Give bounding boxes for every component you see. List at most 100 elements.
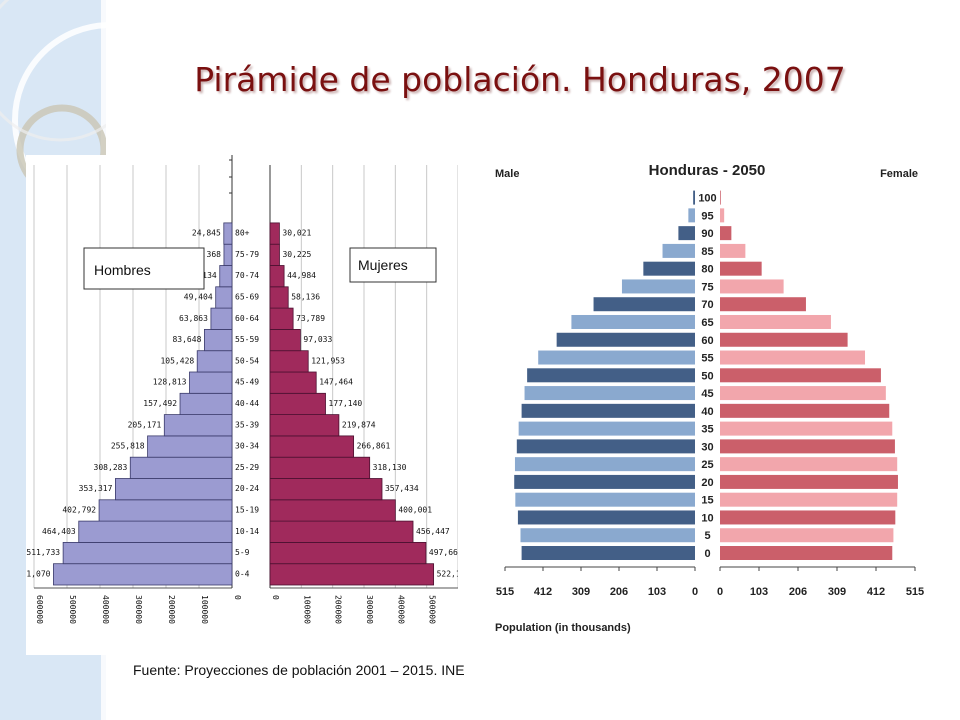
bar-male: [662, 243, 695, 258]
age-label: 85: [701, 246, 713, 258]
bar-mujeres: [269, 243, 280, 266]
legend-box-mujeres: [349, 247, 437, 283]
bar-female: [720, 421, 893, 436]
data-label-mujeres: 73,789: [296, 314, 325, 323]
x-tick-label-right: 300000: [365, 595, 374, 624]
data-label-mujeres: 30,225: [282, 250, 311, 259]
bar-female: [720, 243, 746, 258]
bar-mujeres: [269, 392, 326, 416]
data-label-hombres: 541,070: [26, 569, 51, 578]
bar-female: [720, 350, 866, 365]
bar-female: [720, 332, 848, 347]
age-group-label: 50-54: [235, 356, 259, 365]
age-label: 70: [701, 299, 713, 311]
bar-male: [524, 386, 695, 401]
x-tick-label-right: 400000: [396, 595, 405, 624]
data-label-hombres: 63,863: [179, 314, 208, 323]
data-label-hombres: 157,492: [143, 399, 177, 408]
age-group-label: 40-44: [235, 399, 259, 408]
bar-male: [643, 261, 695, 276]
bar-female: [720, 279, 784, 294]
x-tick-label: 0: [692, 586, 698, 598]
bar-mujeres: [269, 478, 383, 501]
bar-male: [518, 421, 695, 436]
data-label-hombres: 83,648: [172, 335, 201, 344]
bar-mujeres: [269, 520, 414, 543]
age-label: 35: [701, 424, 713, 436]
data-label-hombres: 105,428: [160, 356, 194, 365]
age-group-label: 0-4: [235, 569, 250, 578]
bar-male: [556, 332, 695, 347]
age-group-label: 5-9: [235, 548, 250, 557]
x-tick-label-left: 0: [233, 595, 242, 600]
bar-male: [514, 474, 695, 489]
age-group-label: 60-64: [235, 314, 259, 323]
data-label-hombres: 308,283: [94, 463, 128, 472]
data-label-hombres: 205,171: [128, 420, 162, 429]
x-tick-label: 206: [789, 586, 807, 598]
bar-hombres: [189, 371, 233, 394]
bar-mujeres: [269, 265, 285, 288]
x-tick-label-left: 500000: [68, 595, 77, 624]
legend-box-hombres: [83, 247, 205, 290]
age-group-label: 15-19: [235, 505, 259, 514]
age-label: 30: [701, 441, 713, 453]
bar-hombres: [62, 541, 233, 565]
age-group-label: 10-14: [235, 527, 259, 536]
bar-mujeres: [269, 435, 355, 458]
bar-hombres: [129, 456, 233, 479]
source-note: Fuente: Proyecciones de población 2001 –…: [133, 662, 465, 678]
data-label-mujeres: 30,021: [282, 229, 311, 238]
bar-male: [678, 226, 695, 241]
x-axis-title: Population (in thousands): [495, 622, 631, 634]
bar-hombres: [219, 265, 233, 288]
age-label: 0: [704, 548, 710, 560]
age-label: 65: [701, 317, 713, 329]
data-label-mujeres: 177,140: [329, 399, 363, 408]
age-label: 95: [701, 210, 713, 222]
bar-female: [720, 208, 725, 223]
data-label-mujeres: 58,136: [291, 292, 320, 301]
x-tick-label-left: 300000: [134, 595, 143, 624]
bar-male: [693, 190, 695, 205]
x-tick-label: 309: [828, 586, 846, 598]
bar-male: [515, 492, 695, 507]
data-label-mujeres: 357,434: [385, 484, 419, 493]
bar-female: [720, 386, 886, 401]
age-group-label: 55-59: [235, 335, 259, 344]
bar-hombres: [210, 307, 233, 330]
x-tick-label-left: 600000: [35, 595, 44, 624]
data-label-mujeres: 219,874: [342, 420, 376, 429]
data-label-hombres: 24,368: [192, 250, 221, 259]
bar-male: [521, 403, 695, 418]
bar-female: [720, 510, 896, 525]
age-label: 80: [701, 264, 713, 276]
bar-mujeres: [269, 307, 294, 330]
x-tick-label-left: 400000: [101, 595, 110, 624]
bar-mujeres: [269, 350, 309, 373]
bar-mujeres: [269, 456, 371, 479]
decor-ring-outer: [0, 0, 106, 142]
pyramid-chart-2007: 541,070 522,177 0-4 511,733 497,666 5-9 464,40…: [26, 155, 458, 655]
data-label-mujeres: 147,464: [319, 378, 353, 387]
age-label: 25: [701, 459, 713, 471]
data-label-hombres: 402,792: [62, 505, 96, 514]
bar-hombres: [147, 435, 233, 458]
age-label: 40: [701, 406, 713, 418]
bar-female: [720, 403, 890, 418]
x-tick-label: 412: [867, 586, 885, 598]
x-tick-label-left: 200000: [167, 595, 176, 624]
age-label: 50: [701, 370, 713, 382]
bar-female: [720, 528, 894, 543]
data-label-hombres: 128,813: [153, 378, 187, 387]
bar-female: [720, 314, 831, 329]
bar-hombres: [223, 222, 233, 245]
x-tick-label: 515: [906, 586, 924, 598]
age-label: 20: [701, 477, 713, 489]
bar-hombres: [163, 414, 233, 437]
bar-male: [527, 368, 695, 383]
data-label-hombres: 24,845: [192, 229, 221, 238]
bar-female: [720, 226, 732, 241]
age-label: 15: [701, 495, 713, 507]
